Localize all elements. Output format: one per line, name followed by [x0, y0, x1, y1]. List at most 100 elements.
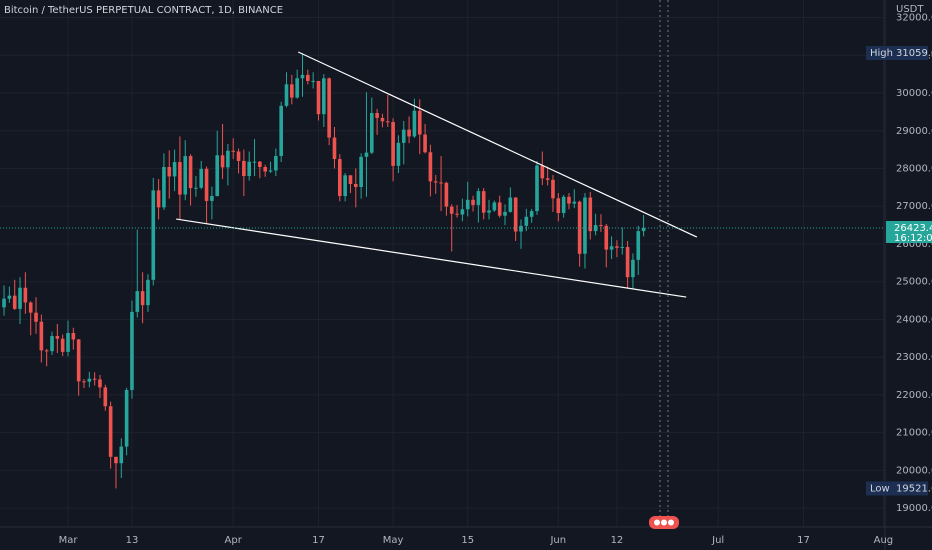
candle-body: [503, 211, 507, 216]
y-tick-label: 22000.0: [896, 390, 932, 401]
candle-body: [268, 170, 273, 172]
price-marker-value: 19521.6: [896, 483, 932, 494]
x-tick-label: 17: [312, 535, 325, 546]
candle-body: [583, 197, 587, 254]
candle-body: [492, 202, 497, 211]
x-tick-label: Apr: [225, 535, 243, 546]
candle-body: [199, 168, 204, 188]
x-tick-label: 12: [611, 535, 624, 546]
candle-body: [247, 161, 252, 177]
candle-body: [204, 168, 209, 201]
candle-body: [524, 216, 529, 226]
candle-body: [55, 336, 60, 339]
candle-body: [519, 225, 523, 232]
candle-body: [167, 166, 172, 177]
candle-body: [359, 156, 363, 187]
candle-body: [18, 287, 22, 309]
price-marker-value: 31059.0: [896, 48, 932, 59]
candle-body: [407, 129, 411, 137]
candle-body: [236, 151, 241, 161]
candle-body: [332, 137, 337, 160]
candle-body: [76, 339, 81, 382]
icon-dot: [668, 519, 674, 526]
candle-body: [300, 74, 305, 79]
candle-body: [103, 387, 108, 407]
y-tick-label: 29000.0: [896, 126, 932, 137]
grid: [0, 0, 885, 527]
candle-body: [465, 199, 470, 210]
candle-body: [604, 225, 609, 250]
candle-body: [401, 129, 406, 143]
candle-body: [567, 196, 571, 204]
candle-body: [242, 160, 246, 177]
currency-label: USDT: [896, 4, 924, 15]
candle-body: [625, 246, 630, 278]
y-tick-label: 20000.0: [896, 465, 932, 476]
candle-body: [2, 298, 6, 308]
plot: [0, 51, 885, 489]
candle-body: [183, 156, 188, 195]
candle-body: [572, 201, 577, 204]
candle-body: [82, 381, 86, 383]
trendline: [176, 218, 687, 298]
candle-body: [162, 166, 166, 208]
candle-body: [631, 259, 635, 278]
candle-body: [556, 198, 561, 214]
candle-body: [92, 378, 97, 380]
x-tick-label: 15: [461, 535, 474, 546]
candle-body: [284, 84, 289, 106]
x-tick-label: Mar: [59, 535, 79, 546]
candle-body: [609, 246, 614, 250]
y-tick-label: 24000.0: [896, 314, 932, 325]
candle-body: [439, 182, 443, 184]
candle-body: [337, 159, 342, 197]
last-price-box: [886, 220, 932, 243]
last-price-label: 26423.4: [894, 223, 932, 234]
y-tick-label: 19000.0: [896, 503, 932, 514]
candle-body: [327, 78, 331, 138]
y-tick-label: 32000.0: [896, 13, 932, 24]
price-marker-box: [866, 481, 928, 496]
price-marker-name: High: [870, 48, 893, 59]
y-tick-label: 23000.0: [896, 352, 932, 363]
candle-body: [593, 225, 598, 232]
y-tick-label: 30000.0: [896, 88, 932, 99]
candle-body: [481, 191, 486, 213]
candle-body: [444, 182, 449, 207]
y-tick-label: 21000.0: [896, 428, 932, 439]
candle-body: [433, 181, 438, 183]
candle-body: [66, 333, 70, 352]
candle-body: [412, 110, 417, 137]
candle-body: [615, 246, 619, 248]
candle-body: [322, 78, 326, 115]
y-tick-label: 26000.0: [896, 239, 932, 250]
candle-body: [156, 190, 161, 208]
candle-body: [471, 199, 475, 206]
candle-body: [508, 197, 513, 212]
candle-body: [364, 152, 369, 157]
chart-title: Bitcoin / TetherUS PERPETUAL CONTRACT, 1…: [4, 5, 283, 16]
replay-icon[interactable]: [649, 516, 679, 529]
candle-body: [343, 175, 347, 197]
candle-body: [290, 84, 294, 98]
countdown-label: 16:12:05: [894, 233, 932, 244]
x-tick-label: May: [383, 535, 404, 546]
candle-body: [7, 295, 12, 299]
candle-body: [620, 246, 625, 248]
candle-body: [87, 378, 92, 382]
candle-body: [369, 113, 374, 153]
candle-body: [12, 295, 17, 309]
candle-body: [124, 390, 129, 447]
y-tick-label: 28000.0: [896, 163, 932, 174]
candle-body: [380, 117, 385, 122]
candle-body: [119, 446, 124, 464]
candle-body: [188, 156, 193, 189]
candle-body: [551, 179, 555, 199]
y-tick-label: 25000.0: [896, 277, 932, 288]
candle-body: [487, 210, 491, 213]
x-tick-label: 17: [797, 535, 810, 546]
candle-body: [295, 78, 299, 98]
candle-body: [231, 150, 236, 152]
